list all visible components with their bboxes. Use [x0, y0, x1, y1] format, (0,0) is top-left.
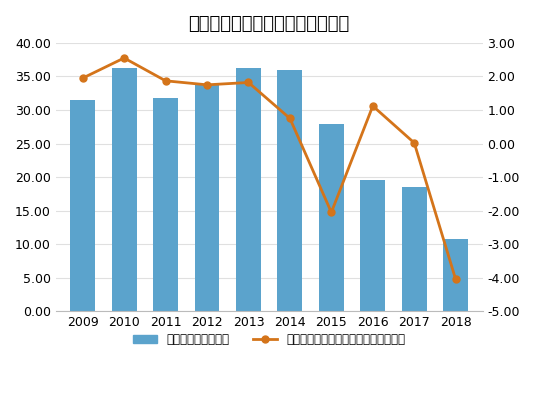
归属于母公司所有者的净利润（亿元）	[121, 56, 127, 61]
Line: 归属于母公司所有者的净利润（亿元）: 归属于母公司所有者的净利润（亿元）	[79, 55, 459, 283]
Bar	[70, 100, 95, 311]
归属于母公司所有者的净利润（亿元）	[411, 140, 417, 145]
Bar	[112, 69, 136, 311]
Bar	[361, 180, 385, 311]
归属于母公司所有者的净利润（亿元）	[328, 210, 334, 215]
Bar	[402, 187, 427, 311]
归属于母公司所有者的净利润（亿元）	[287, 116, 293, 121]
Bar	[153, 98, 178, 311]
归属于母公司所有者的净利润（亿元）	[204, 83, 210, 87]
Bar	[236, 68, 261, 311]
Title: 大连友谊历年总营收与净利润走势: 大连友谊历年总营收与净利润走势	[188, 15, 350, 33]
Bar	[319, 124, 344, 311]
归属于母公司所有者的净利润（亿元）	[162, 79, 169, 83]
归属于母公司所有者的净利润（亿元）	[370, 103, 376, 108]
归属于母公司所有者的净利润（亿元）	[80, 76, 86, 81]
Bar	[195, 84, 219, 311]
归属于母公司所有者的净利润（亿元）	[453, 277, 459, 282]
归属于母公司所有者的净利润（亿元）	[245, 80, 251, 85]
Legend: 营业总收入（亿元）, 归属于母公司所有者的净利润（亿元）: 营业总收入（亿元）, 归属于母公司所有者的净利润（亿元）	[128, 329, 410, 351]
Bar	[444, 239, 468, 311]
Bar	[278, 71, 302, 311]
